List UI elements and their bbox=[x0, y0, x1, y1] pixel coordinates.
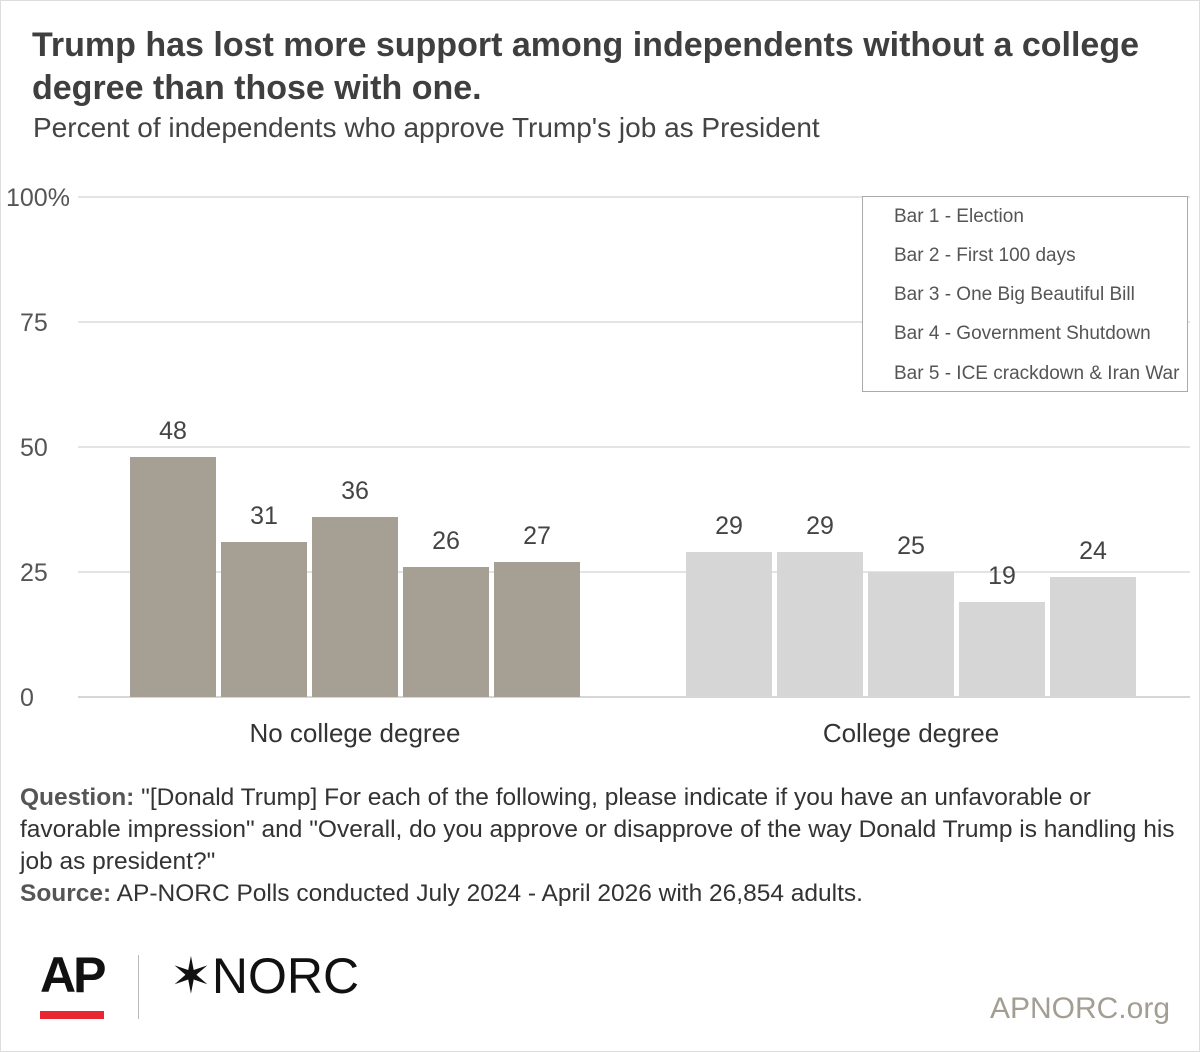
category-label: No college degree bbox=[249, 718, 460, 748]
legend-item-1: Bar 1 - Election bbox=[894, 206, 1024, 227]
category-label: College degree bbox=[823, 718, 999, 748]
bar-value-label: 29 bbox=[806, 512, 834, 540]
y-tick-label: 50 bbox=[20, 434, 48, 462]
legend-item-2: Bar 2 - First 100 days bbox=[894, 245, 1076, 266]
y-tick-label: 100% bbox=[6, 184, 70, 212]
bar bbox=[686, 552, 772, 697]
source-text: AP-NORC Polls conducted July 2024 - Apri… bbox=[111, 880, 863, 907]
chart-title: Trump has lost more support among indepe… bbox=[32, 26, 1139, 107]
bar bbox=[959, 602, 1045, 697]
norc-logo: ✶NORC bbox=[170, 948, 360, 1004]
source-label: Source: bbox=[20, 880, 112, 907]
y-tick-label: 0 bbox=[20, 684, 34, 712]
bar-value-label: 19 bbox=[988, 562, 1016, 590]
question-text: "[Donald Trump] For each of the followin… bbox=[20, 784, 1175, 875]
chart-notes: Question: "[Donald Trump] For each of th… bbox=[20, 782, 1180, 910]
bar bbox=[1050, 577, 1136, 697]
bar bbox=[403, 567, 489, 697]
site-link[interactable]: APNORC.org bbox=[989, 992, 1170, 1025]
bar-value-label: 31 bbox=[250, 502, 278, 530]
ap-logo: AP bbox=[40, 947, 106, 1003]
bar bbox=[777, 552, 863, 697]
legend: Bar 1 - Election Bar 2 - First 100 days … bbox=[862, 196, 1188, 392]
bar-value-label: 27 bbox=[523, 522, 551, 550]
bar-value-label: 29 bbox=[715, 512, 743, 540]
ap-logo-bar bbox=[40, 1011, 104, 1019]
bar bbox=[868, 572, 954, 697]
legend-item-3: Bar 3 - One Big Beautiful Bill bbox=[894, 284, 1135, 305]
bar bbox=[221, 542, 307, 697]
bar bbox=[130, 457, 216, 697]
bar bbox=[494, 562, 580, 697]
bar-value-label: 48 bbox=[159, 417, 187, 445]
bar-value-label: 24 bbox=[1079, 537, 1107, 565]
legend-item-4: Bar 4 - Government Shutdown bbox=[894, 323, 1151, 344]
y-tick-label: 75 bbox=[20, 309, 48, 337]
chart-subtitle: Percent of independents who approve Trum… bbox=[33, 112, 820, 143]
bar bbox=[312, 517, 398, 697]
bar-chart: 0 25 50 75 100% 48 31 36 26 27 No college degree 29… bbox=[6, 184, 1190, 748]
legend-item-5: Bar 5 - ICE crackdown & Iran War bbox=[894, 363, 1180, 384]
y-tick-label: 25 bbox=[20, 559, 48, 587]
bar-value-label: 36 bbox=[341, 477, 369, 505]
question-label: Question: bbox=[20, 784, 135, 811]
bar-value-label: 26 bbox=[432, 527, 460, 555]
logo-divider bbox=[138, 955, 139, 1019]
bar-value-label: 25 bbox=[897, 532, 925, 560]
